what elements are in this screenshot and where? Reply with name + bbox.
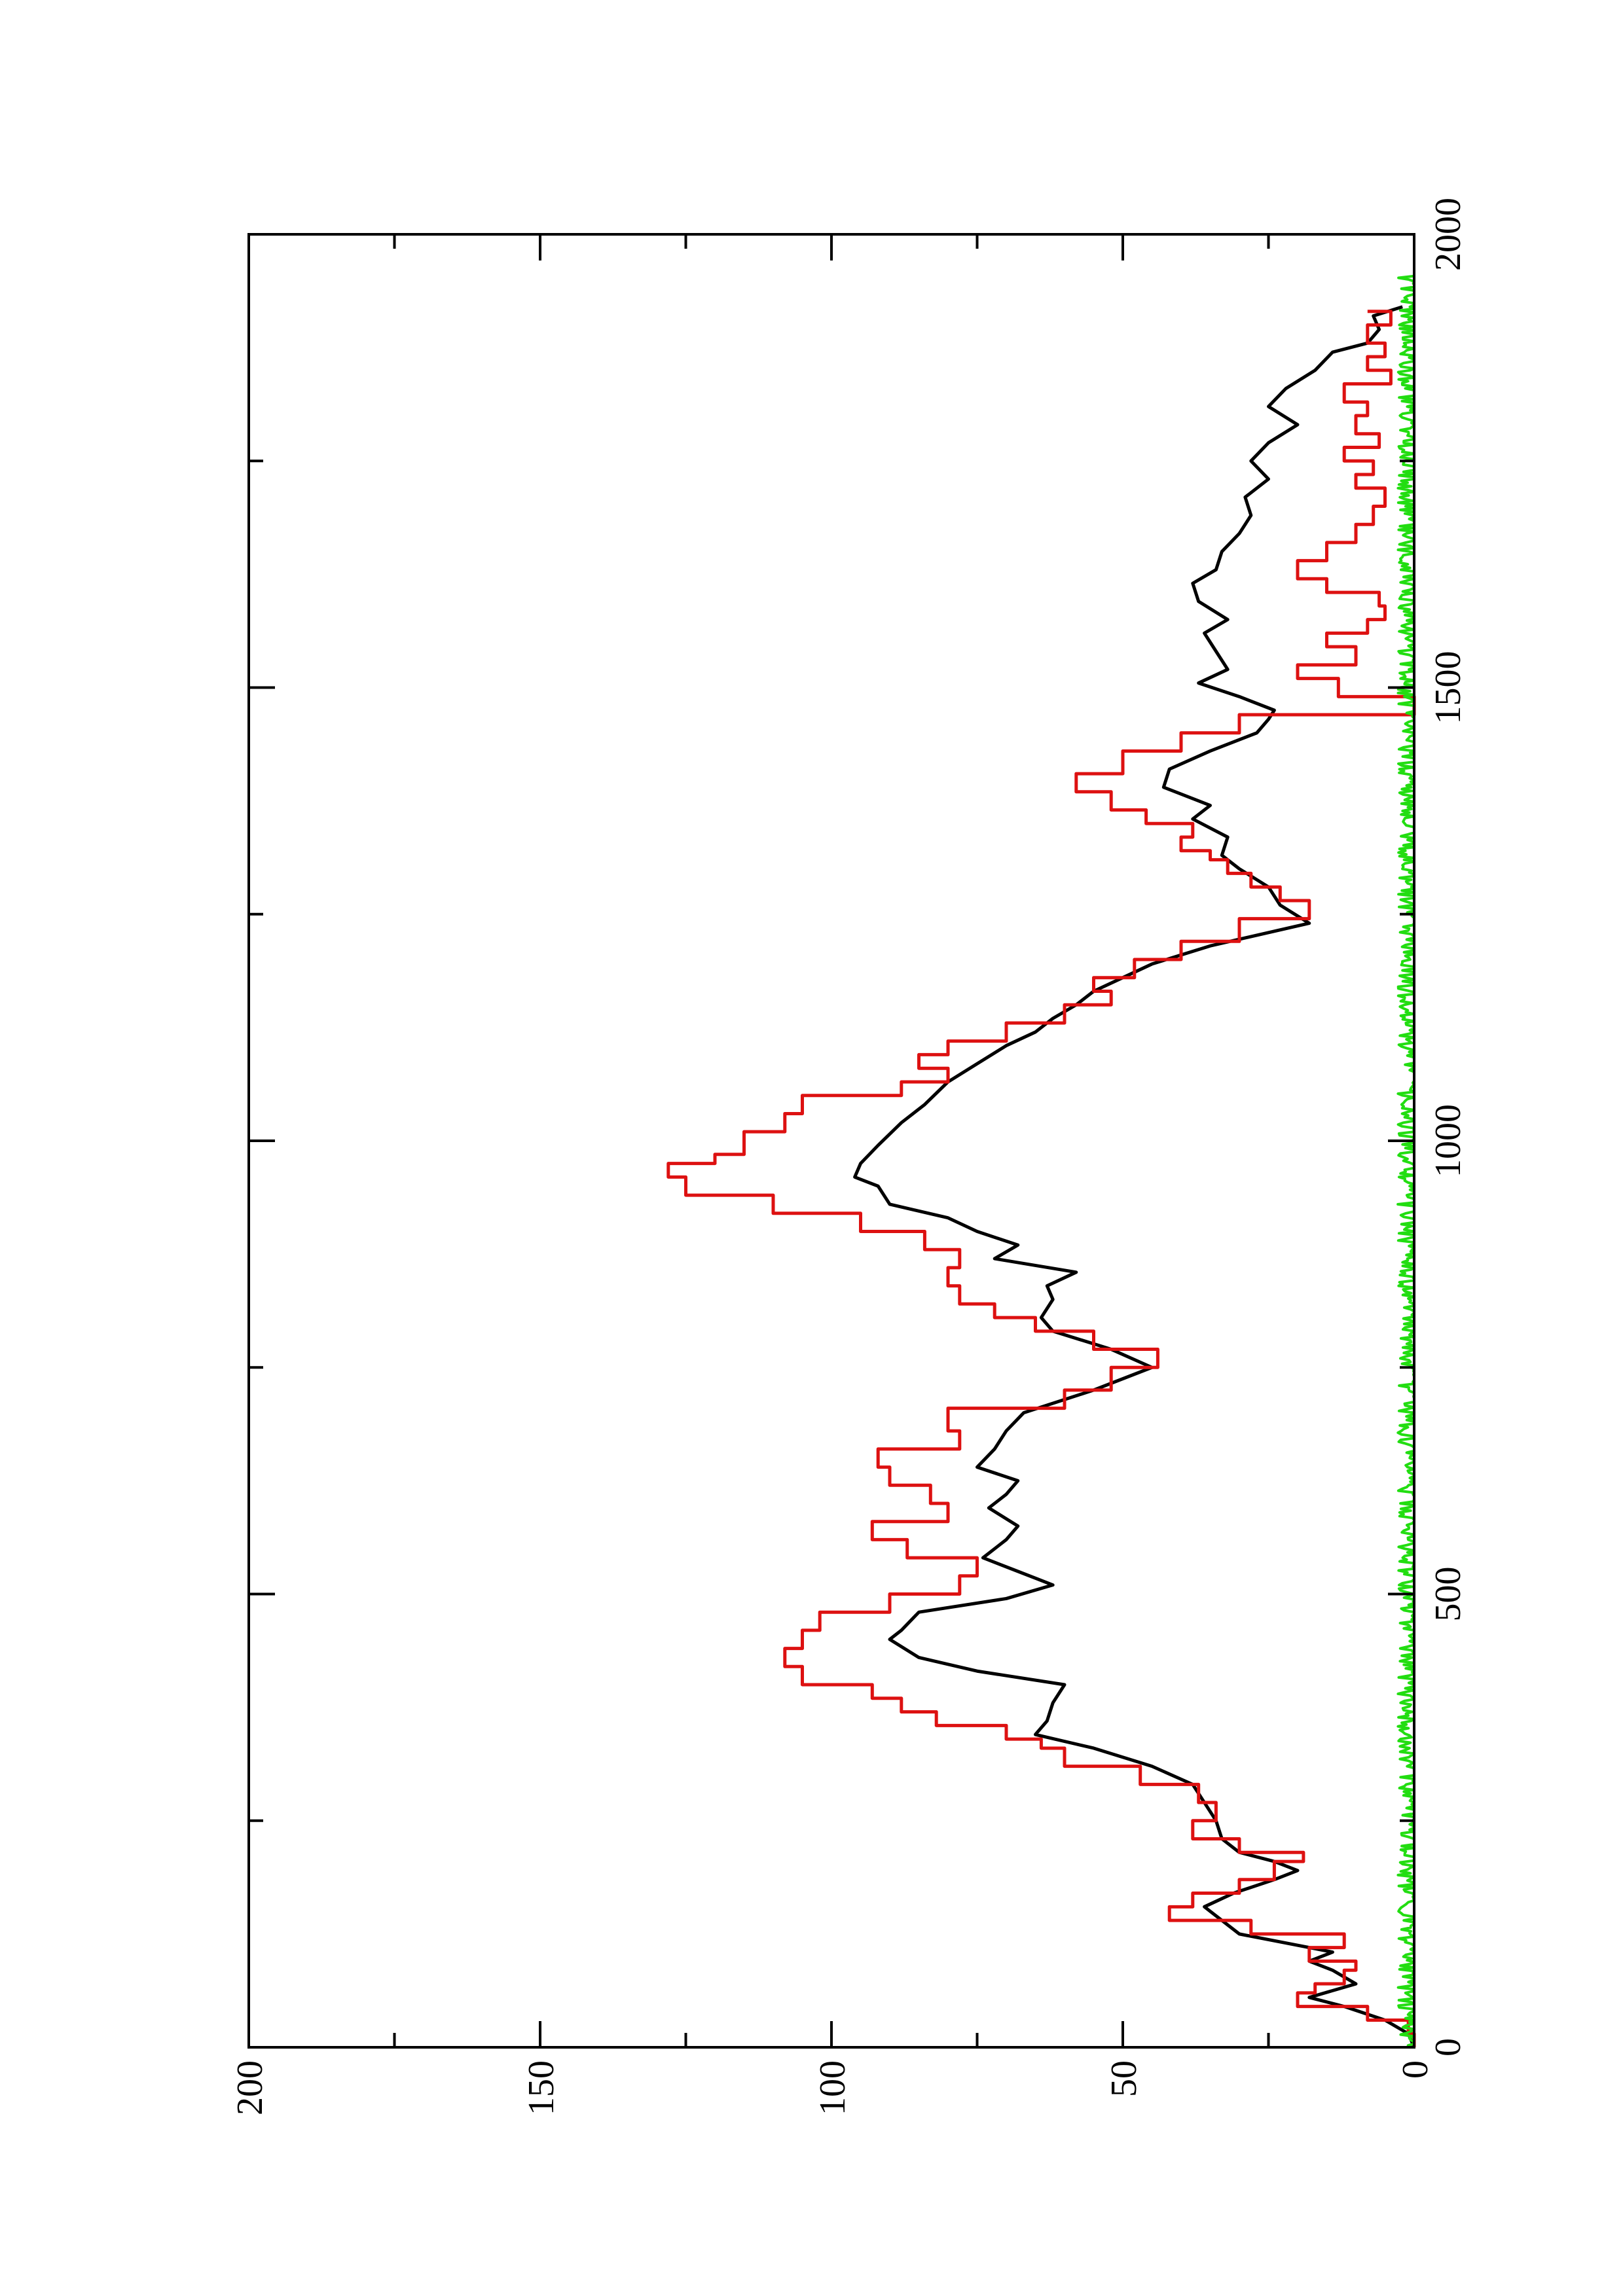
y-tick-label: 150 (521, 2060, 562, 2115)
tick-marks (247, 233, 1415, 2049)
series-line-1 (853, 305, 1416, 2048)
x-tick-label: 1000 (1428, 1104, 1468, 1177)
x-tick-label: 500 (1428, 1567, 1468, 1622)
x-tick-label: 1500 (1428, 651, 1468, 725)
y-tick-label: 200 (230, 2060, 270, 2115)
y-tick-label: 100 (812, 2060, 853, 2115)
tick-labels: 0 500 1000 1500 2000 0 50 100 150 200 (230, 198, 1468, 2115)
series-line-3 (1396, 270, 1415, 2049)
x-tick-label: 0 (1428, 2038, 1468, 2056)
x-tick-label: 2000 (1428, 198, 1468, 271)
series-line-2 (666, 310, 1416, 2047)
y-tick-label: 0 (1395, 2060, 1436, 2079)
y-tick-label: 50 (1104, 2060, 1144, 2097)
series-layer (666, 270, 1416, 2049)
